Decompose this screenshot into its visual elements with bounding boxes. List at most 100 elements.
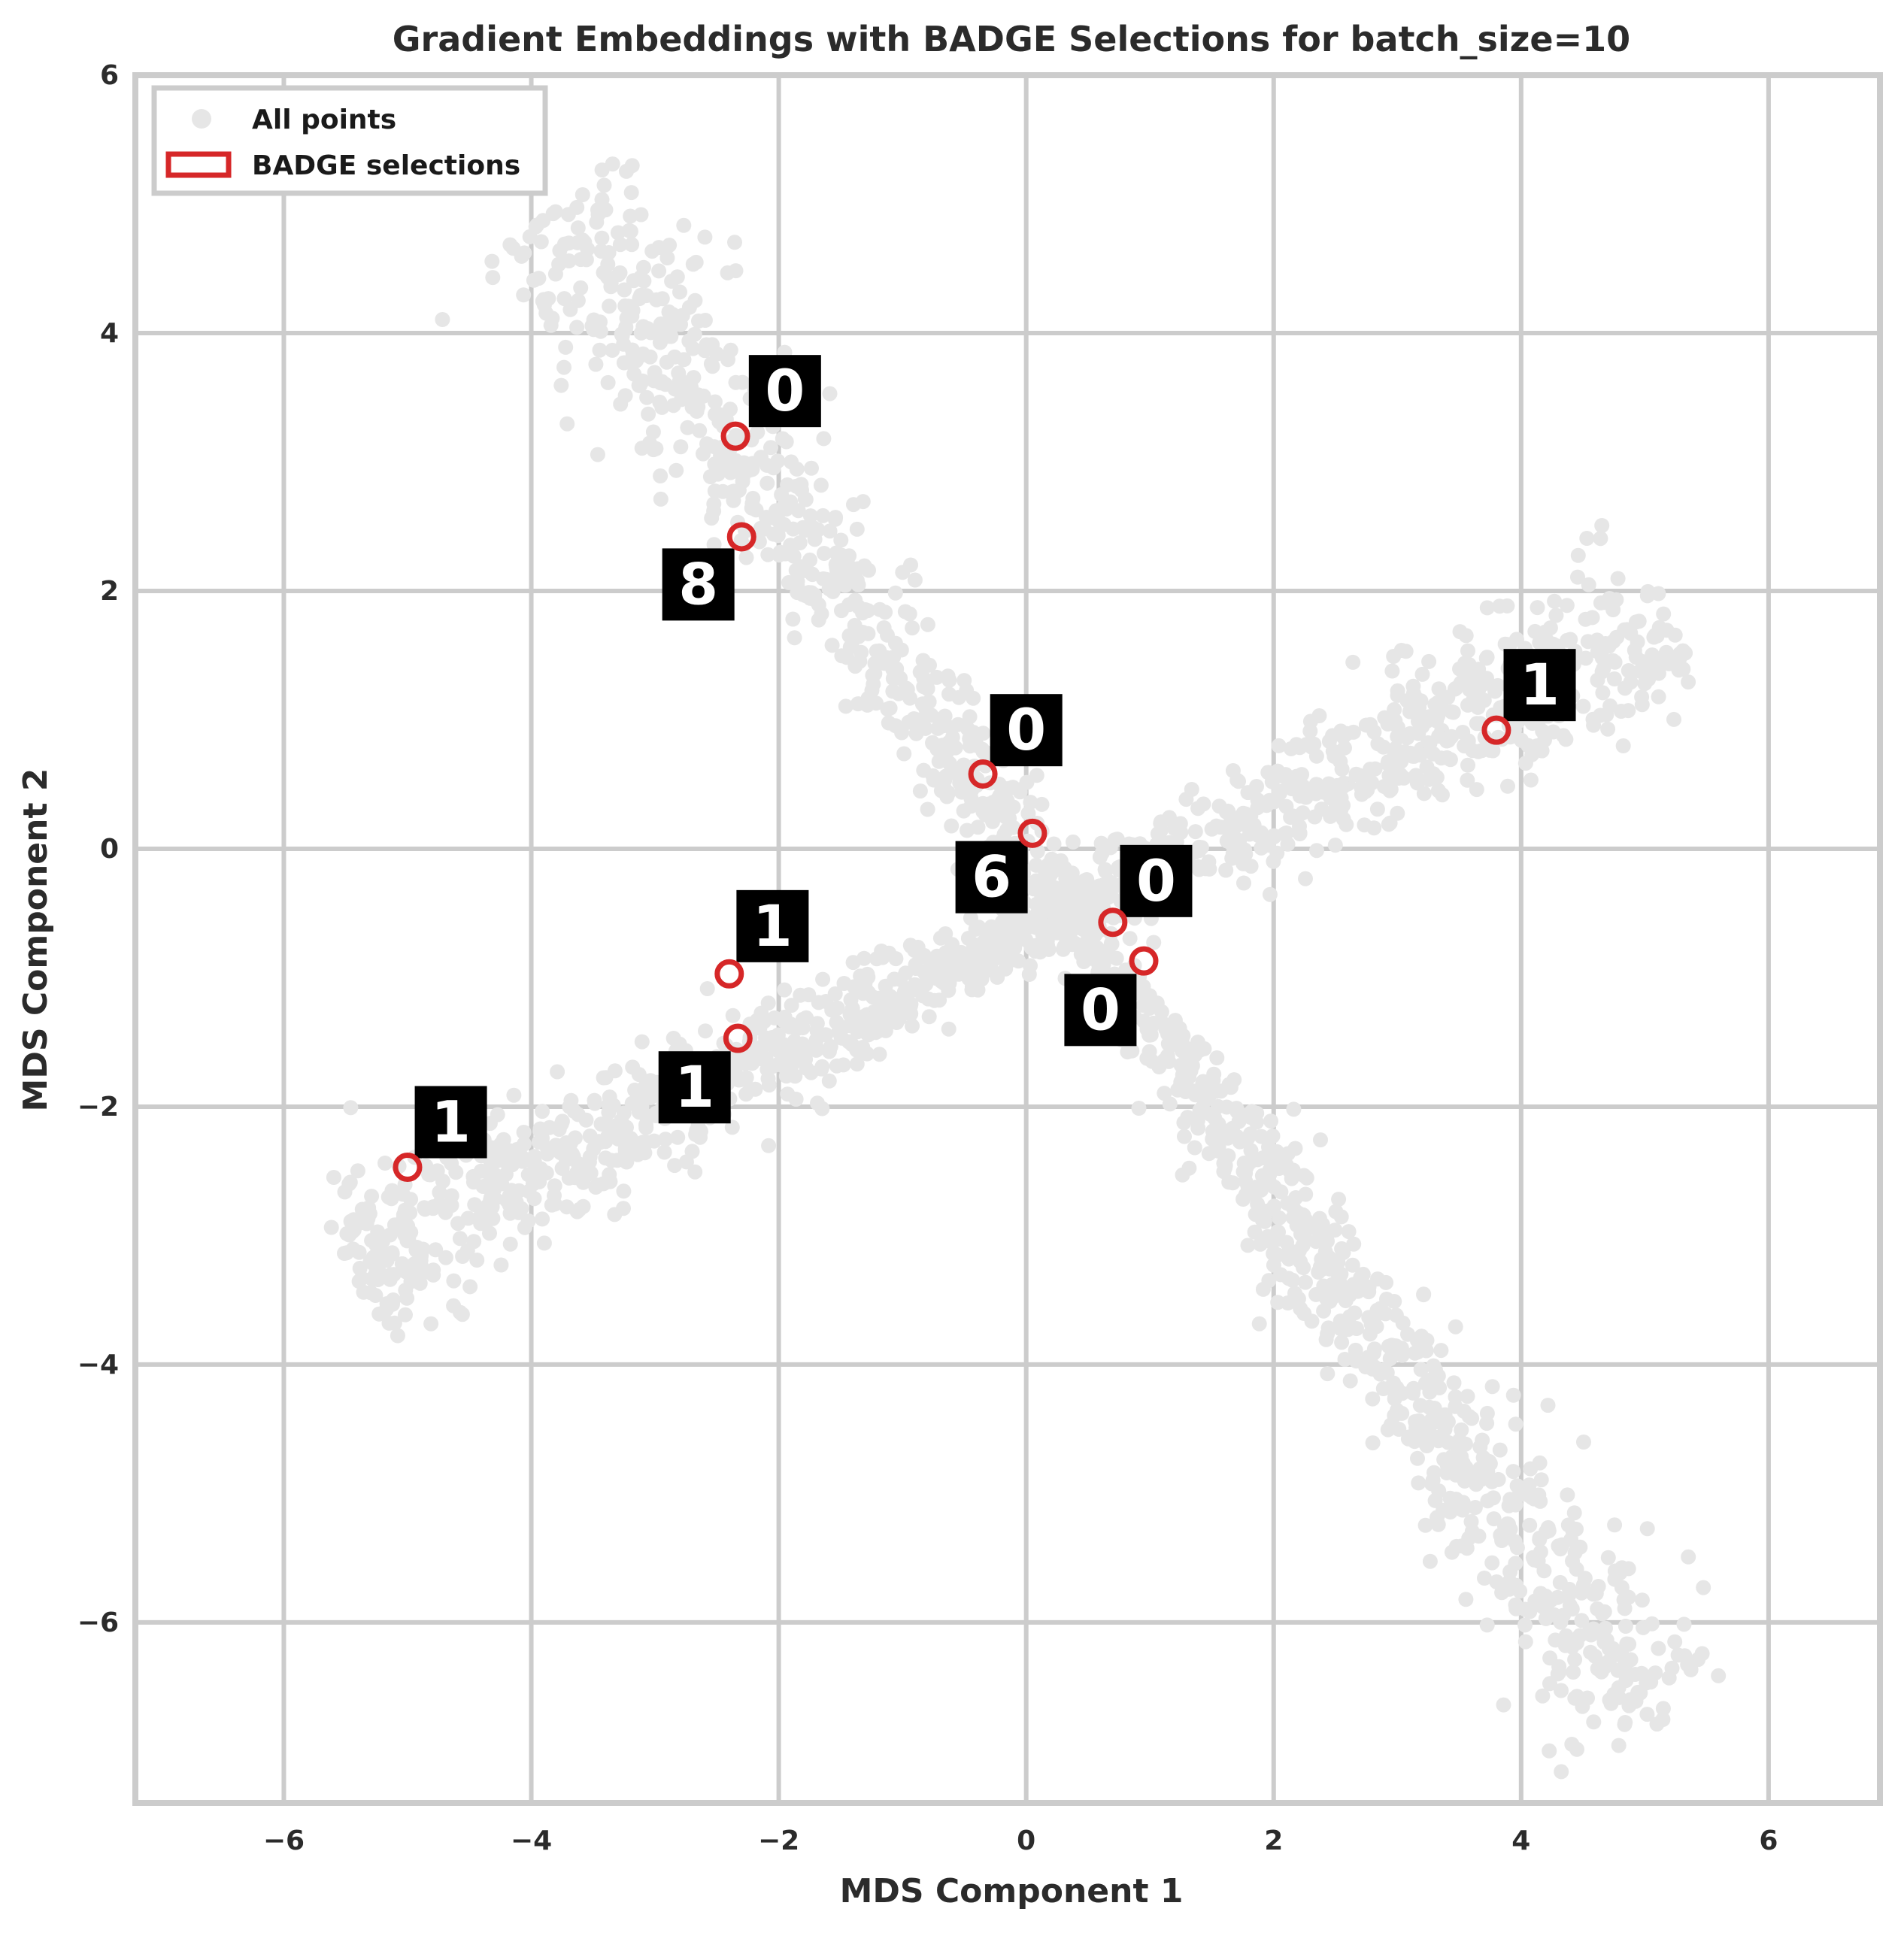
scatter-point (1421, 653, 1437, 669)
scatter-point (1201, 1088, 1217, 1104)
scatter-point (607, 1207, 623, 1222)
scatter-point (1263, 1113, 1278, 1129)
scatter-point (532, 1174, 547, 1189)
scatter-point (1626, 1693, 1642, 1709)
scatter-point (816, 431, 832, 447)
scatter-point (610, 1153, 625, 1168)
scatter-point (634, 441, 650, 456)
scatter-point (1281, 1243, 1297, 1258)
scatter-point (1280, 1146, 1296, 1162)
scatter-point (859, 983, 875, 998)
scatter-point (1610, 571, 1626, 586)
scatter-point (824, 638, 840, 653)
scatter-point (1360, 1350, 1376, 1365)
scatter-point (616, 355, 632, 371)
scatter-point (1391, 1422, 1407, 1437)
scatter-point (1331, 1192, 1347, 1207)
scatter-point (544, 311, 560, 326)
scatter-point (1381, 1338, 1396, 1354)
scatter-point (502, 1197, 517, 1213)
scatter-point (1437, 1417, 1453, 1433)
digit-thumbnail-label: 1 (675, 1053, 714, 1120)
scatter-point (1213, 1083, 1229, 1099)
scatter-point (1400, 1431, 1416, 1447)
scatter-point (558, 339, 574, 355)
scatter-point (985, 941, 1001, 956)
scatter-point (920, 991, 936, 1007)
scatter-point (362, 1206, 377, 1222)
scatter-point (1447, 681, 1463, 697)
scatter-point (1380, 1422, 1396, 1438)
scatter-point (1606, 671, 1622, 686)
scatter-point (1366, 820, 1382, 836)
scatter-point (845, 955, 861, 971)
scatter-point (1267, 1153, 1283, 1168)
scatter-point (1479, 600, 1495, 616)
scatter-point (1465, 669, 1481, 685)
digit-thumbnail (658, 1051, 731, 1124)
scatter-point (831, 1024, 847, 1040)
scatter-point (1651, 1641, 1666, 1656)
scatter-point (1205, 1123, 1220, 1139)
scatter-point (821, 1044, 837, 1059)
scatter-point (1058, 899, 1074, 915)
scatter-point (753, 520, 769, 536)
scatter-point (797, 491, 813, 507)
x-tick-label: −4 (511, 1825, 552, 1856)
scatter-point (855, 1040, 871, 1055)
scatter-point (725, 1007, 741, 1023)
scatter-point (516, 287, 532, 303)
scatter-point (548, 1138, 564, 1153)
y-tick-label: 4 (100, 318, 119, 349)
legend-badge-selections-marker (165, 151, 232, 178)
scatter-point (1672, 646, 1687, 662)
scatter-point (728, 453, 744, 468)
scatter-point (912, 721, 928, 736)
scatter-point (1570, 569, 1585, 585)
scatter-point (853, 644, 869, 660)
scatter-point (598, 1070, 614, 1086)
scatter-point (602, 298, 617, 314)
scatter-point (679, 381, 695, 397)
scatter-point (623, 208, 638, 224)
scatter-point (855, 605, 870, 621)
scatter-point (1619, 622, 1635, 638)
scatter-point (1558, 1628, 1574, 1644)
badge-selection-marker (714, 959, 744, 989)
scatter-point (1187, 1140, 1202, 1156)
scatter-point (1238, 1174, 1254, 1189)
scatter-point (898, 680, 914, 696)
scatter-point (1430, 708, 1446, 724)
scatter-point (1281, 778, 1296, 794)
scatter-point (414, 1259, 429, 1274)
scatter-point (1442, 752, 1458, 768)
plot-frame (132, 72, 1883, 1806)
scatter-point (1611, 1738, 1627, 1753)
scatter-point (632, 377, 648, 393)
y-tick-label: −4 (77, 1350, 119, 1380)
scatter-point (1595, 685, 1611, 701)
scatter-point (903, 938, 919, 954)
scatter-point (778, 494, 793, 510)
scatter-point (785, 611, 801, 627)
scatter-point (1608, 592, 1624, 607)
scatter-point (1416, 1286, 1432, 1302)
scatter-point (641, 406, 656, 422)
scatter-point (569, 320, 585, 335)
scatter-point (901, 714, 917, 730)
scatter-point (856, 1013, 872, 1029)
scatter-point (1664, 1660, 1680, 1676)
digit-thumbnail (736, 889, 809, 962)
scatter-point (1334, 762, 1350, 777)
scatter-point (567, 1130, 583, 1146)
scatter-point (1191, 839, 1207, 855)
scatter-point (1517, 1634, 1533, 1650)
scatter-point (1594, 518, 1610, 533)
scatter-point (1329, 777, 1345, 793)
x-tick-label: 6 (1759, 1825, 1778, 1856)
scatter-point (815, 507, 831, 523)
scatter-point (1621, 663, 1636, 678)
scatter-point (1005, 799, 1021, 815)
scatter-point (684, 1144, 700, 1159)
scatter-point (385, 1292, 401, 1307)
